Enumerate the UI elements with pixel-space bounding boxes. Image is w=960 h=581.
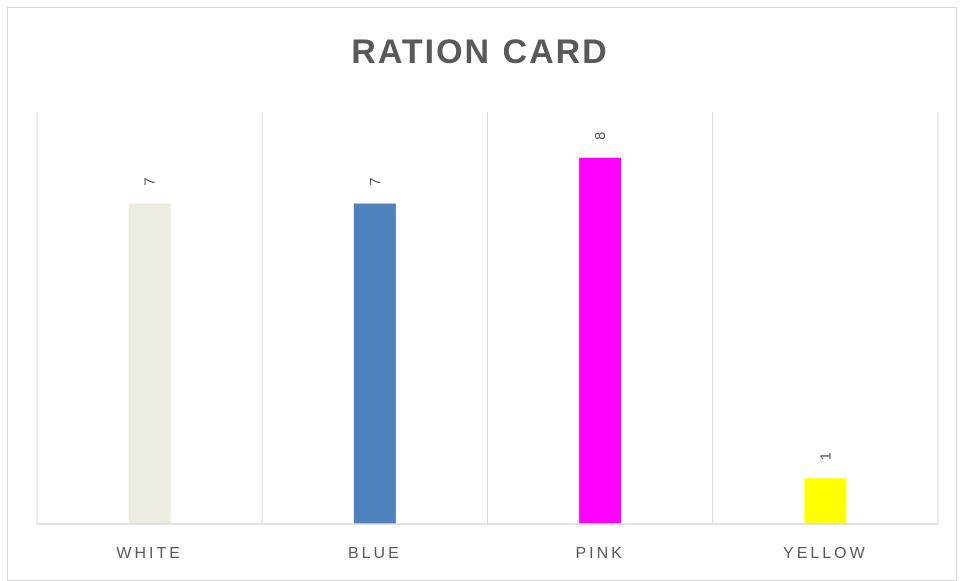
x-tick-label-pink: PINK [575, 545, 624, 562]
x-tick-label-blue: BLUE [348, 545, 402, 562]
chart-title: RATION CARD [351, 33, 609, 71]
data-label-pink: 8 [592, 132, 609, 140]
bar-yellow [804, 478, 847, 524]
bar-pink [579, 157, 622, 524]
x-tick-labels-group: WHITE BLUE PINK YELLOW [116, 545, 868, 562]
x-tick-label-yellow: YELLOW [783, 545, 868, 562]
bar-white [128, 203, 171, 525]
x-tick-label-white: WHITE [116, 545, 183, 562]
bars-group [128, 157, 847, 525]
category-gridlines [36, 112, 939, 524]
data-label-blue: 7 [367, 177, 384, 185]
data-label-yellow: 1 [817, 452, 834, 460]
data-labels-group: 7 7 8 1 [142, 132, 835, 461]
data-label-white: 7 [142, 177, 159, 185]
bar-blue [353, 203, 396, 525]
